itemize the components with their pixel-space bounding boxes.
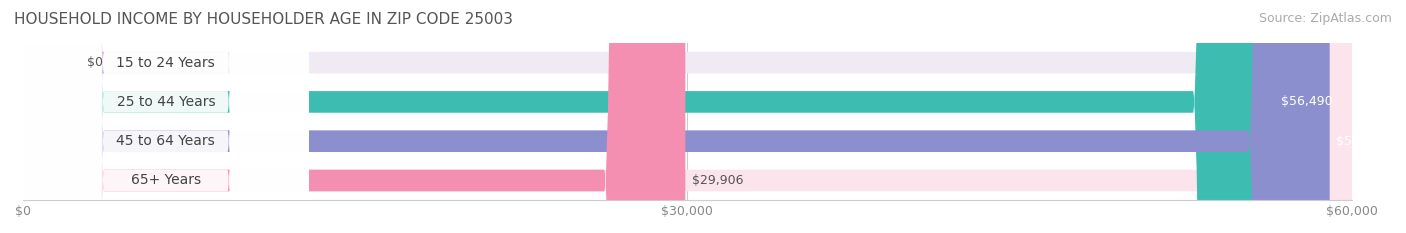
Text: 15 to 24 Years: 15 to 24 Years	[117, 56, 215, 70]
Text: $0: $0	[87, 56, 103, 69]
FancyBboxPatch shape	[22, 0, 685, 233]
Text: 45 to 64 Years: 45 to 64 Years	[117, 134, 215, 148]
FancyBboxPatch shape	[1, 0, 104, 233]
Text: $29,906: $29,906	[692, 174, 744, 187]
FancyBboxPatch shape	[22, 0, 1274, 233]
Text: $56,490: $56,490	[1281, 95, 1333, 108]
Text: $59,000: $59,000	[1336, 135, 1388, 148]
FancyBboxPatch shape	[22, 0, 309, 233]
FancyBboxPatch shape	[22, 0, 1330, 233]
Text: 65+ Years: 65+ Years	[131, 174, 201, 188]
FancyBboxPatch shape	[22, 0, 1351, 233]
FancyBboxPatch shape	[22, 0, 1351, 233]
FancyBboxPatch shape	[22, 0, 309, 233]
Text: HOUSEHOLD INCOME BY HOUSEHOLDER AGE IN ZIP CODE 25003: HOUSEHOLD INCOME BY HOUSEHOLDER AGE IN Z…	[14, 12, 513, 27]
Text: 25 to 44 Years: 25 to 44 Years	[117, 95, 215, 109]
FancyBboxPatch shape	[22, 0, 309, 233]
Text: Source: ZipAtlas.com: Source: ZipAtlas.com	[1258, 12, 1392, 25]
FancyBboxPatch shape	[22, 0, 309, 233]
FancyBboxPatch shape	[22, 0, 1351, 233]
FancyBboxPatch shape	[22, 0, 1351, 233]
